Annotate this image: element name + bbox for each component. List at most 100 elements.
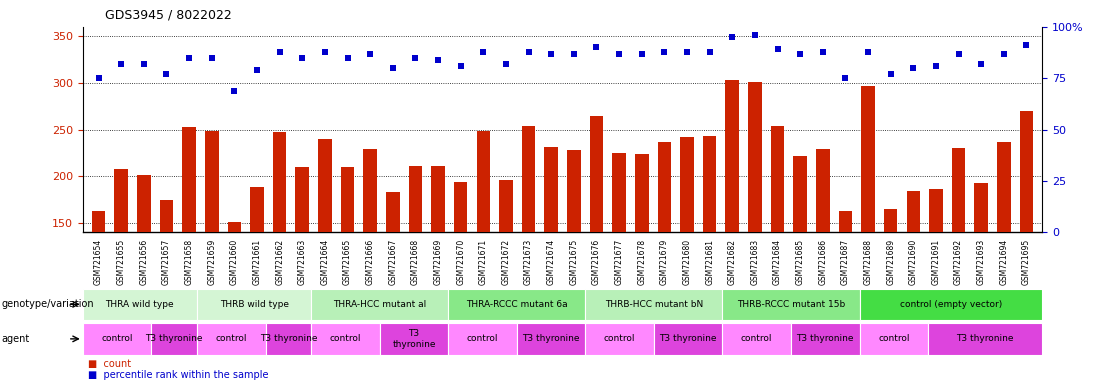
Bar (272, 132, 287, 363)
Point (271, 48, 289, 55)
Text: T3
thyronine: T3 thyronine (393, 329, 436, 349)
Bar (838, 211, 853, 363)
Point (882, 71, 900, 77)
Bar (182, 127, 196, 363)
Text: control (empty vector): control (empty vector) (900, 300, 1002, 309)
Bar (517, 323, 586, 354)
Bar (748, 82, 762, 363)
Text: agent: agent (1, 334, 30, 344)
Bar (250, 187, 264, 363)
Bar (137, 175, 151, 363)
Point (678, 48, 696, 55)
Point (1018, 42, 1036, 48)
Point (633, 51, 651, 57)
Text: T3 thyronine: T3 thyronine (146, 334, 203, 343)
Point (520, 48, 537, 55)
Bar (722, 323, 791, 354)
Bar (793, 156, 807, 363)
Bar (197, 323, 266, 354)
Bar (311, 289, 448, 320)
Point (791, 51, 808, 57)
Text: T3 thyronine: T3 thyronine (796, 334, 854, 343)
Point (135, 61, 152, 67)
Bar (726, 80, 739, 363)
Bar (586, 323, 654, 354)
Point (158, 71, 175, 77)
Point (452, 63, 470, 69)
Text: ■  count: ■ count (88, 359, 131, 369)
Bar (83, 323, 151, 354)
Bar (567, 150, 580, 363)
Text: T3 thyronine: T3 thyronine (259, 334, 317, 343)
Bar (311, 323, 379, 354)
Text: control: control (330, 334, 361, 343)
Point (497, 61, 515, 67)
Point (89, 75, 107, 81)
Bar (296, 167, 309, 363)
Bar (476, 131, 490, 363)
Text: control: control (467, 334, 499, 343)
Text: T3 thyronine: T3 thyronine (660, 334, 717, 343)
Bar (408, 166, 422, 363)
Point (724, 34, 741, 40)
Point (384, 65, 401, 71)
Bar (197, 289, 311, 320)
Bar (379, 323, 448, 354)
Bar (500, 180, 513, 363)
Point (429, 57, 447, 63)
Point (588, 44, 606, 50)
Bar (703, 136, 717, 363)
Bar (635, 154, 649, 363)
Text: THRB-HCC mutant bN: THRB-HCC mutant bN (604, 300, 703, 309)
Bar (115, 169, 128, 363)
Bar (160, 200, 173, 363)
Point (859, 48, 877, 55)
Text: THRB wild type: THRB wild type (219, 300, 289, 309)
Point (814, 48, 832, 55)
Text: THRB-RCCC mutant 15b: THRB-RCCC mutant 15b (737, 300, 845, 309)
Bar (654, 323, 722, 354)
Bar (974, 183, 988, 363)
Point (655, 48, 673, 55)
Bar (83, 289, 197, 320)
Text: control: control (741, 334, 772, 343)
Point (610, 51, 628, 57)
Bar (205, 131, 218, 363)
Bar (612, 153, 625, 363)
Point (407, 55, 425, 61)
Bar (586, 289, 722, 320)
Text: THRA-RCCC mutant 6a: THRA-RCCC mutant 6a (467, 300, 568, 309)
Bar (341, 167, 354, 363)
Text: genotype/variation: genotype/variation (1, 299, 94, 310)
Bar (791, 323, 859, 354)
Bar (266, 323, 311, 354)
Point (113, 61, 130, 67)
Text: THRA-HCC mutant al: THRA-HCC mutant al (333, 300, 427, 309)
Text: THRA wild type: THRA wild type (106, 300, 174, 309)
Text: ■  percentile rank within the sample: ■ percentile rank within the sample (88, 370, 269, 380)
Point (474, 48, 492, 55)
Point (203, 55, 221, 61)
Bar (771, 126, 784, 363)
Text: control: control (101, 334, 132, 343)
Point (928, 63, 945, 69)
Text: T3 thyronine: T3 thyronine (523, 334, 580, 343)
Bar (545, 147, 558, 363)
Point (543, 51, 560, 57)
Bar (363, 149, 377, 363)
Bar (884, 209, 898, 363)
Text: T3 thyronine: T3 thyronine (956, 334, 1014, 343)
Bar (997, 142, 1010, 363)
Point (746, 32, 763, 38)
Bar (816, 149, 829, 363)
Bar (722, 289, 859, 320)
Bar (590, 116, 603, 363)
Bar (859, 323, 928, 354)
Bar (227, 222, 242, 363)
Point (950, 51, 967, 57)
Point (904, 65, 922, 71)
Point (225, 88, 243, 94)
Bar (929, 189, 943, 363)
Point (565, 51, 582, 57)
Bar (92, 211, 106, 363)
